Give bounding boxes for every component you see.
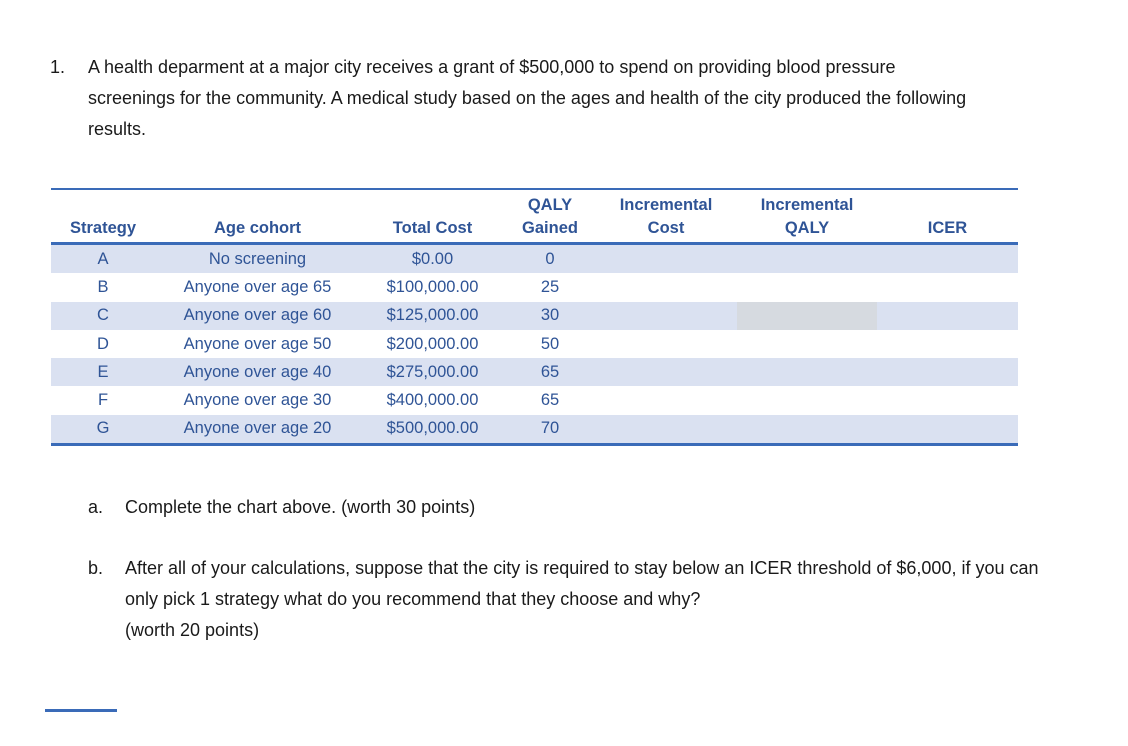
icer-strategy-table: Strategy Age cohort Total Cost QALY Gained In…	[51, 188, 1018, 447]
table-cell: Anyone over age 50	[183, 334, 332, 353]
table-cell	[595, 386, 737, 414]
truncated-next-table-border	[45, 709, 117, 712]
table-cell	[595, 245, 737, 273]
table-cell	[737, 330, 877, 358]
table-cell	[737, 358, 877, 386]
column-header: Strategy	[69, 219, 137, 237]
table-cell: D	[97, 334, 109, 353]
column-header: Incremental Cost	[619, 196, 713, 237]
column-header: Age cohort	[213, 219, 302, 237]
problem-number: 1.	[50, 57, 66, 77]
table-cell: Anyone over age 65	[183, 277, 332, 296]
table-cell: G	[96, 419, 110, 438]
table-cell: $0.00	[411, 249, 454, 268]
column-header: Incremental QALY	[760, 196, 854, 237]
column-header: QALY Gained	[522, 196, 578, 237]
table-cell: $275,000.00	[386, 362, 479, 381]
table-cell	[737, 301, 877, 330]
sub-question-label: b.	[88, 558, 104, 578]
table-cell	[737, 415, 877, 443]
table-row: D Anyone over age 50 $200,000.00 50	[51, 330, 1018, 358]
table-cell	[737, 245, 877, 273]
table-cell: F	[97, 391, 109, 410]
sub-question-b: b. After all of your calculations, suppos…	[88, 553, 1060, 646]
table-cell	[737, 386, 877, 414]
table-cell	[595, 273, 737, 301]
table-header-row: Strategy Age cohort Total Cost QALY Gained In…	[51, 188, 1018, 245]
table-row: A No screening $0.00 0	[51, 245, 1018, 274]
sub-question-points: (worth 20 points)	[125, 620, 260, 640]
table-row: F Anyone over age 30 $400,000.00 65	[51, 386, 1018, 414]
table-cell: 65	[540, 391, 560, 410]
table-cell: Anyone over age 30	[183, 391, 332, 410]
table-cell: $400,000.00	[386, 391, 479, 410]
table-row: G Anyone over age 20 $500,000.00 70	[51, 414, 1018, 444]
table-cell: No screening	[208, 249, 307, 268]
table-cell: $125,000.00	[386, 306, 479, 325]
table-cell: 65	[540, 362, 560, 381]
table-cell	[877, 358, 1018, 386]
table-cell: 30	[540, 306, 560, 325]
table-cell	[877, 245, 1018, 273]
table-cell	[595, 330, 737, 358]
table-cell	[877, 273, 1018, 301]
sub-question-text: After all of your calculations, suppose …	[125, 553, 1060, 646]
table-row: E Anyone over age 40 $275,000.00 65	[51, 358, 1018, 387]
table-cell: C	[97, 306, 109, 325]
table-row: C Anyone over age 60 $125,000.00 30	[51, 301, 1018, 330]
sub-question-a: a. Complete the chart above. (worth 30 po…	[88, 492, 1060, 523]
column-header: ICER	[927, 219, 968, 237]
table-cell	[877, 415, 1018, 443]
table-cell	[737, 273, 877, 301]
table-cell	[877, 302, 1018, 330]
table-cell: Anyone over age 60	[183, 306, 332, 325]
table-cell: Anyone over age 40	[183, 362, 332, 381]
table-cell	[877, 386, 1018, 414]
problem-text: A health deparment at a major city recei…	[88, 57, 967, 139]
sub-question-main-text: After all of your calculations, suppose …	[125, 558, 1039, 609]
table-cell: 70	[540, 419, 560, 438]
table-cell: E	[97, 362, 109, 381]
table-cell	[877, 330, 1018, 358]
table-cell	[595, 302, 737, 330]
sub-question-text: Complete the chart above. (worth 30 poin…	[125, 492, 1060, 523]
table-cell: $100,000.00	[386, 277, 479, 296]
column-header: Total Cost	[392, 219, 473, 237]
table-cell: 0	[545, 249, 555, 268]
table-cell: $200,000.00	[386, 334, 479, 353]
sub-question-label: a.	[88, 497, 104, 517]
table-body: A No screening $0.00 0 B Anyone over age 65 $1…	[51, 245, 1018, 447]
table-cell: B	[97, 277, 109, 296]
problem-statement: 1. A health deparment at a major city re…	[50, 52, 973, 145]
table-cell	[595, 415, 737, 443]
table-cell: $500,000.00	[386, 419, 479, 438]
sub-question-main-text: Complete the chart above. (worth 30 poin…	[125, 497, 476, 517]
table-cell: 25	[540, 277, 560, 296]
table-cell: A	[97, 249, 109, 268]
table-cell: 50	[540, 334, 560, 353]
table-row: B Anyone over age 65 $100,000.00 25	[51, 273, 1018, 301]
table-cell	[595, 358, 737, 386]
table-cell: Anyone over age 20	[183, 419, 332, 438]
